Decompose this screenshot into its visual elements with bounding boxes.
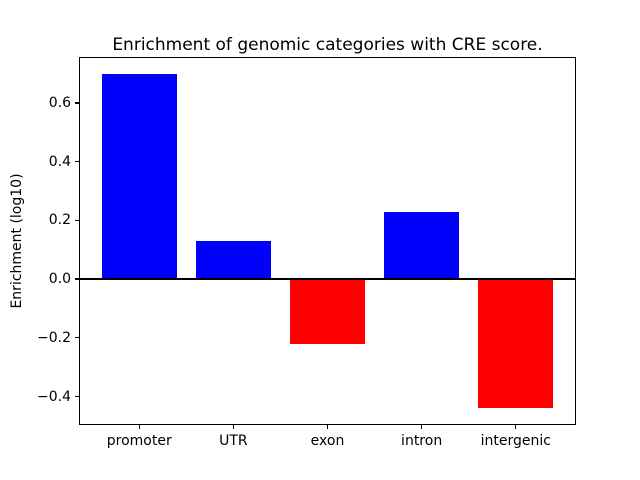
- x-tick-label-intron: intron: [401, 433, 443, 449]
- x-tick-label-promoter: promoter: [106, 433, 172, 449]
- chart-title: Enrichment of genomic categories with CR…: [112, 35, 543, 55]
- bar-intron: [383, 211, 460, 280]
- y-tick-mark-0: [75, 102, 79, 104]
- x-tick-mark-intergenic: [515, 425, 517, 429]
- y-tick-mark-2: [75, 219, 79, 222]
- x-tick-mark-promoter: [138, 425, 140, 429]
- y-tick-mark-1: [75, 161, 79, 163]
- y-tick-label-4: −0.2: [37, 329, 71, 346]
- bar-UTR: [195, 241, 272, 280]
- y-tick-label-0: 0.6: [48, 95, 71, 112]
- x-tick-mark-UTR: [232, 425, 235, 429]
- zero-line: [79, 278, 576, 281]
- bar-exon: [289, 279, 366, 344]
- y-tick-label-1: 0.4: [48, 153, 71, 170]
- y-tick-label-2: 0.2: [48, 212, 71, 229]
- y-tick-label-5: −0.4: [37, 388, 71, 405]
- x-tick-mark-exon: [326, 425, 329, 429]
- y-tick-mark-3: [75, 278, 79, 280]
- y-axis-label-text: Enrichment (log10): [9, 173, 25, 309]
- bar-intergenic: [478, 279, 554, 409]
- y-tick-mark-4: [75, 337, 79, 339]
- x-tick-label-intergenic: intergenic: [480, 433, 551, 449]
- y-tick-label-3: 0.0: [48, 271, 71, 288]
- x-tick-label-UTR: UTR: [219, 433, 248, 449]
- bar-promoter: [101, 73, 177, 280]
- y-tick-mark-5: [75, 395, 79, 398]
- x-tick-mark-intron: [420, 425, 423, 429]
- x-tick-label-exon: exon: [310, 433, 345, 449]
